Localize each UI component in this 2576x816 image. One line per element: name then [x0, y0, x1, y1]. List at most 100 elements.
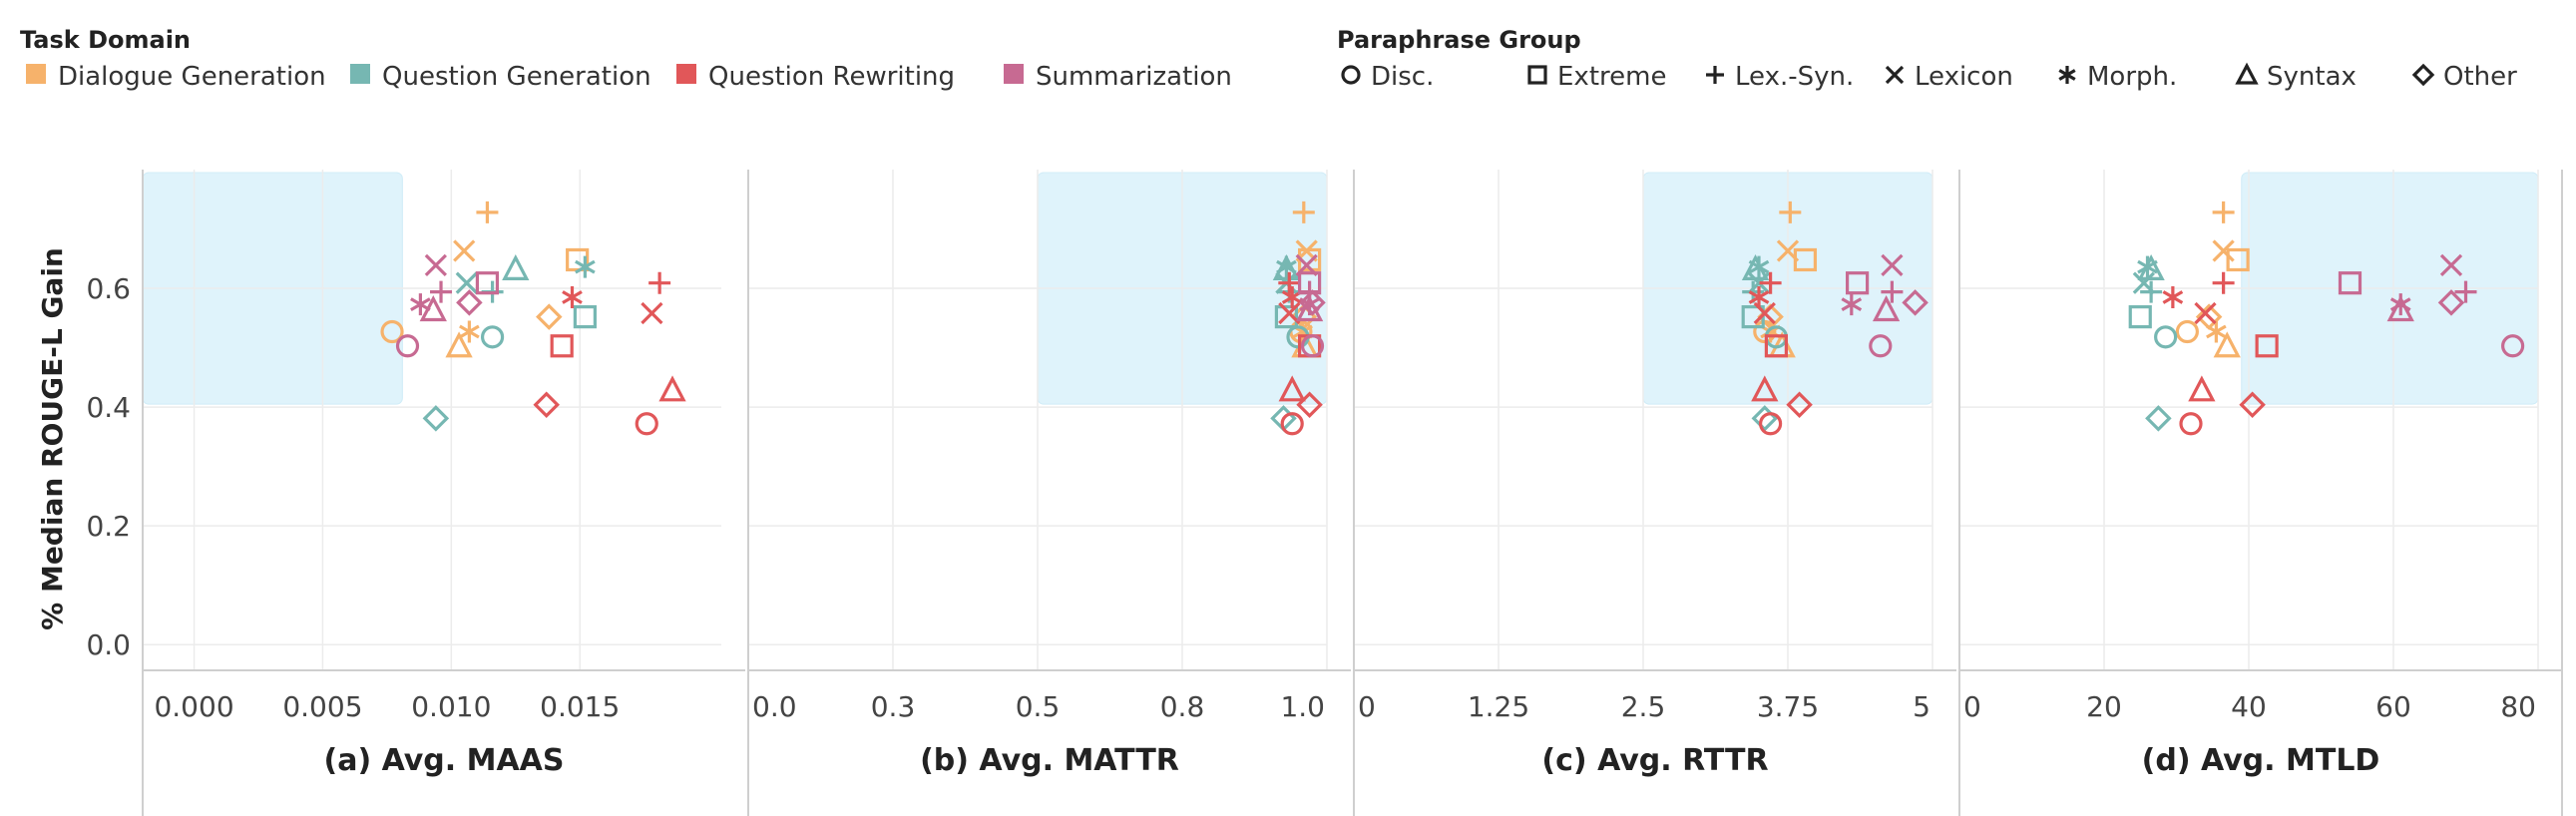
data-points: [1270, 201, 1326, 436]
data-point: [2194, 301, 2217, 325]
data-point: [1748, 285, 1770, 308]
data-point: [455, 271, 478, 294]
data-point: [475, 271, 500, 295]
data-point: [1278, 271, 1301, 294]
data-point: [2188, 375, 2216, 402]
x-tick-label: 80: [2500, 690, 2536, 723]
data-points: [1741, 201, 1929, 436]
data-point: [2162, 285, 2184, 308]
data-point: [1751, 375, 1779, 402]
data-point: [1296, 391, 1323, 418]
x-tick-label: 0.010: [411, 690, 491, 723]
x-tick-label: 0.005: [282, 690, 362, 723]
data-point: [1841, 293, 1863, 316]
data-point: [2132, 271, 2156, 294]
y-tick-label: 0.0: [86, 628, 131, 661]
data-point: [2454, 280, 2477, 303]
legend-diamond-icon: [2411, 63, 2435, 87]
data-point: [2338, 271, 2362, 295]
data-point: [480, 325, 505, 349]
legend-domain-entries: Dialogue Generation Question Generation Qu…: [26, 62, 1232, 92]
data-point: [1274, 305, 1299, 329]
data-point: [648, 271, 671, 294]
data-point: [635, 412, 658, 436]
data-point: [2437, 289, 2465, 316]
legend-swatch: [26, 64, 46, 84]
data-point: [2439, 253, 2463, 276]
x-tick-label: 60: [2375, 690, 2411, 723]
data-point: [1751, 405, 1779, 432]
y-tick-label: 0.2: [86, 510, 131, 543]
legend-domain-label: Dialogue Generation: [58, 62, 326, 92]
data-point: [2255, 334, 2279, 358]
legend-domain-label: Summarization: [1036, 62, 1232, 92]
data-point: [2145, 405, 2172, 432]
x-tick-label: 1.0: [1280, 690, 1325, 723]
data-point: [658, 375, 686, 402]
data-point: [1869, 334, 1893, 358]
legend-group-label: Other: [2443, 62, 2517, 92]
data-point: [445, 331, 473, 358]
legend-domain-title: Task Domain: [20, 26, 191, 54]
panel-1: 0.000 0.005 0.010 0.015 (a) Avg. MAAS 0.0 0.2 0…: [86, 170, 745, 816]
x-tick-label: 2.5: [1621, 690, 1666, 723]
panels: 0.000 0.005 0.010 0.015(a) Avg. MAAS0.00.20…: [86, 170, 2563, 816]
data-point: [1881, 280, 1904, 303]
data-point: [2213, 331, 2241, 358]
data-point: [419, 295, 447, 322]
data-point: [1764, 334, 1789, 358]
legend-circle-icon: [1341, 65, 1361, 85]
data-point: [1278, 375, 1306, 402]
x-tick-label: 0.5: [1016, 690, 1061, 723]
data-point: [1741, 253, 1770, 281]
data-point: [422, 405, 450, 432]
legend-group-title: Paraphrase Group: [1337, 26, 1581, 54]
legend-swatch: [350, 64, 370, 84]
data-point: [2226, 247, 2250, 272]
data-point: [562, 285, 583, 308]
legend-plus-icon: [1706, 66, 1724, 84]
data-point: [2154, 325, 2178, 349]
data-point: [476, 201, 499, 223]
data-point: [533, 391, 560, 418]
data-point: [2501, 334, 2525, 358]
x-axis-label: (d) Avg. MTLD: [2142, 743, 2380, 778]
data-point: [1776, 239, 1800, 262]
data-point: [1902, 289, 1929, 316]
x-tick-label: 5: [1913, 690, 1931, 723]
data-point: [430, 280, 453, 303]
x-tick-label: 0.0: [752, 690, 797, 723]
data-points: [2128, 201, 2525, 436]
y-tick-label: 0.6: [86, 272, 131, 305]
data-point: [1758, 412, 1783, 436]
data-point: [1872, 295, 1901, 322]
data-point: [2128, 305, 2152, 329]
legend-swatch: [1004, 64, 1024, 84]
data-point: [1278, 301, 1301, 325]
data-point: [1292, 201, 1315, 223]
legend-group-label: Lex.-Syn.: [1735, 62, 1854, 92]
data-point: [1881, 253, 1904, 276]
data-point: [2212, 271, 2235, 294]
x-tick-label: 0: [1963, 690, 1981, 723]
data-point: [1779, 201, 1802, 223]
x-tick-label: 0.3: [871, 690, 916, 723]
legend-triangle-icon: [2235, 62, 2259, 85]
panel-4: 0 20 40 60 80 (d) Avg. MTLD: [1958, 170, 2563, 816]
x-axis-label: (b) Avg. MATTR: [920, 743, 1179, 778]
data-point: [453, 239, 476, 262]
data-point: [2137, 253, 2165, 281]
legend-group-label: Lexicon: [1915, 62, 2013, 92]
panel-3: 0 1.25 2.5 3.75 5 (c) Avg. RTTR: [1353, 170, 1956, 816]
data-point: [1299, 289, 1326, 316]
data-point: [550, 334, 574, 358]
legend-group-label: Syntax: [2267, 62, 2357, 92]
data-point: [459, 320, 480, 343]
x-tick-label: 20: [2086, 690, 2122, 723]
data-point: [536, 303, 563, 330]
data-point: [575, 255, 596, 278]
legend-x-icon: [1885, 65, 1905, 85]
data-point: [2175, 319, 2199, 344]
data-point: [1300, 334, 1325, 358]
